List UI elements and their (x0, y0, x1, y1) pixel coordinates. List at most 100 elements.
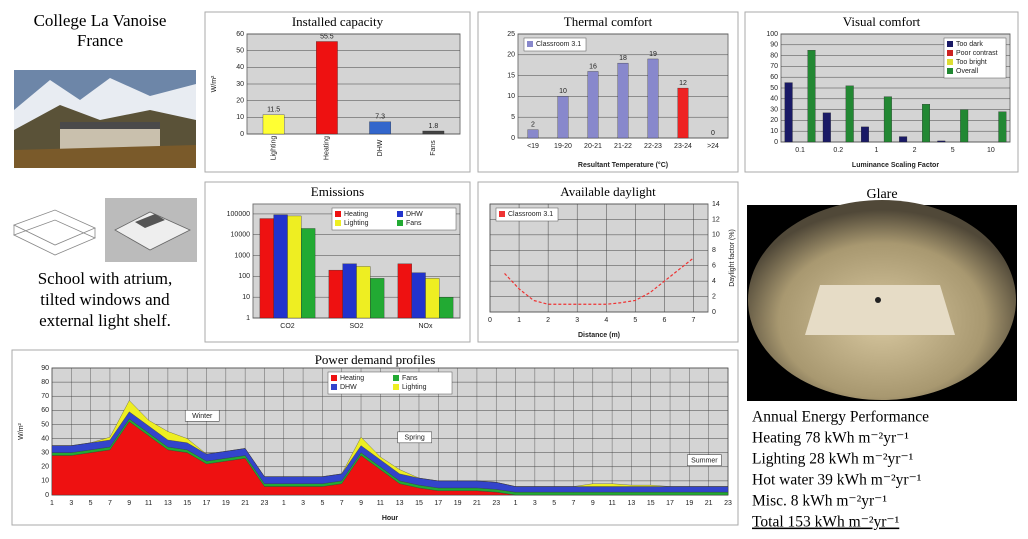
bar (845, 85, 854, 143)
y-tick-label: 70 (770, 63, 778, 70)
x-tick-label: 21 (241, 500, 249, 507)
value-label: 0 (711, 130, 715, 137)
chart-title: Thermal comfort (564, 14, 653, 29)
chart-title: Emissions (311, 184, 364, 199)
x-tick-label: SO2 (349, 323, 363, 330)
x-tick-label: CO2 (280, 323, 295, 330)
x-tick-label: 1 (282, 500, 286, 507)
bar (557, 96, 569, 139)
y-tick-label: 30 (41, 450, 49, 457)
bar (425, 278, 440, 319)
y-axis-label: W/m² (18, 422, 25, 439)
x-tick-label: 10 (987, 147, 995, 154)
y-tick-label: 10 (242, 294, 250, 301)
x-tick-label: 17 (434, 500, 442, 507)
y-tick-label: 25 (507, 31, 515, 38)
legend-swatch (397, 211, 403, 217)
y-tick-label: 100 (766, 31, 778, 38)
annotation: Winter (192, 413, 213, 420)
x-axis-label: Luminance Scaling Factor (852, 162, 939, 169)
y-tick-label: 0 (240, 131, 244, 138)
legend-swatch (335, 211, 341, 217)
y-tick-label: 1000 (234, 252, 250, 259)
x-tick-label: 15 (415, 500, 423, 507)
bar (287, 215, 302, 319)
annotation-box (184, 410, 220, 422)
annotation-box (397, 431, 432, 444)
glare-panel (745, 185, 1018, 403)
y-tick-label: 60 (236, 31, 244, 38)
legend-swatch (947, 50, 953, 56)
y-tick-label: 50 (236, 48, 244, 55)
annotation: Summer (691, 458, 718, 465)
x-tick-label: 5 (89, 500, 93, 507)
legend-label: Heating (340, 375, 364, 382)
y-tick-label: 20 (507, 52, 515, 59)
area (52, 400, 728, 487)
y-tick-label: 100000 (227, 211, 250, 218)
x-tick-label: NOx (419, 323, 434, 330)
x-tick-label: 3 (533, 500, 537, 507)
value-label: 16 (589, 63, 597, 70)
x-tick-label: 5 (552, 500, 556, 507)
x-tick-label: 1 (50, 500, 54, 507)
x-tick-label: 21 (705, 500, 713, 507)
x-tick-label: 13 (628, 500, 636, 507)
x-tick-label: 7 (572, 500, 576, 507)
legend-box (331, 207, 457, 231)
x-tick-label: <19 (527, 143, 539, 150)
y-tick-label: 2 (712, 293, 716, 300)
x-tick-label: DHW (377, 139, 384, 156)
bar (587, 71, 599, 139)
legend-swatch (393, 384, 399, 390)
y-tick-label: 20 (236, 98, 244, 105)
x-tick-label: 1 (517, 317, 521, 324)
value-label: 19 (649, 51, 657, 58)
x-tick-label: 0.2 (833, 147, 843, 154)
y-tick-label: 0 (712, 309, 716, 316)
x-tick-label: 5 (633, 317, 637, 324)
x-tick-label: 21-22 (614, 143, 632, 150)
y-tick-label: 60 (770, 74, 778, 81)
x-tick-label: 15 (647, 500, 655, 507)
y-tick-label: 60 (41, 407, 49, 414)
x-tick-label: 2 (913, 147, 917, 154)
x-axis-label: Resultant Temperature (°C) (578, 161, 668, 169)
x-tick-label: 22-23 (644, 143, 662, 150)
y-tick-label: 30 (770, 106, 778, 113)
bar (617, 62, 629, 139)
x-axis-label: Hour (382, 515, 399, 522)
x-tick-label: 2 (546, 317, 550, 324)
site-photo (14, 70, 196, 168)
legend-label: Too bright (956, 59, 987, 66)
legend-swatch (397, 220, 403, 226)
caption: School with atrium, tilted windows and ext… (38, 269, 173, 330)
bar (807, 50, 816, 143)
y-tick-label: 30 (236, 81, 244, 88)
x-tick-label: 23 (724, 500, 732, 507)
legend-swatch (527, 41, 533, 47)
y-tick-label: 10 (770, 128, 778, 135)
x-tick-label: 11 (377, 500, 384, 507)
chart: Visual comfort 0 10 20 30 40 50 60 70 80 90 100 Lumi… (744, 11, 1019, 173)
line (504, 257, 694, 305)
chart-title: Visual comfort (843, 14, 921, 29)
bar (342, 263, 357, 319)
x-tick-label: 0.1 (795, 147, 805, 154)
x-tick-label: 23-24 (674, 143, 692, 150)
bar (370, 278, 385, 319)
bar (328, 269, 343, 319)
performance-line: Misc. 8 kWh m⁻²yr⁻¹ (752, 493, 887, 510)
value-label: 55.5 (320, 33, 334, 40)
performance-line: Lighting 28 kWh m⁻²yr⁻¹ (752, 451, 914, 468)
annotation: Spring (405, 435, 425, 442)
x-tick-label: 13 (396, 500, 404, 507)
bar (677, 87, 689, 139)
y-tick-label: 20 (41, 464, 49, 471)
y-tick-label: 40 (770, 96, 778, 103)
bar (899, 136, 908, 143)
y-tick-label: 90 (770, 42, 778, 49)
bar (411, 272, 426, 319)
